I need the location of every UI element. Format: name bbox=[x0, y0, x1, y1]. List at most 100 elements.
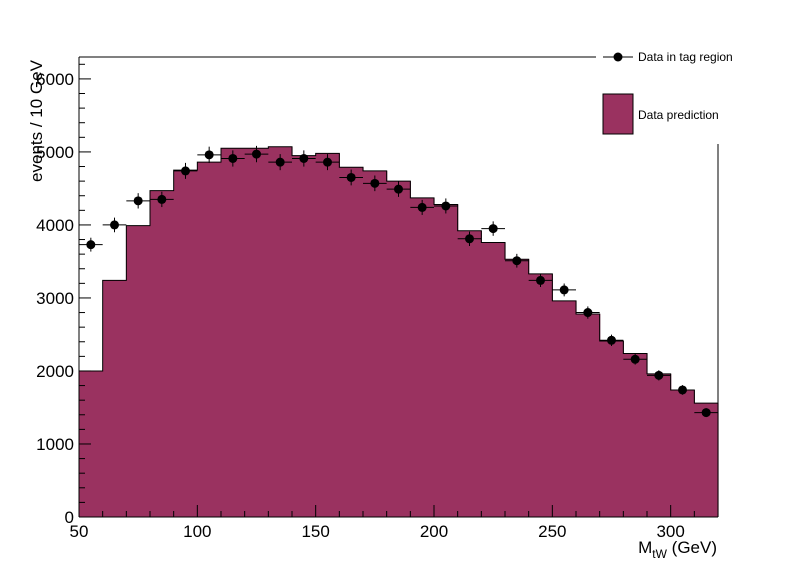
data-point-marker bbox=[157, 194, 167, 204]
data-point-marker bbox=[181, 166, 190, 176]
data-point bbox=[79, 237, 103, 252]
data-point bbox=[315, 154, 340, 171]
histogram-bin bbox=[670, 389, 695, 517]
data-point bbox=[126, 193, 150, 209]
legend-label-data: Data in tag region bbox=[638, 50, 733, 64]
histogram-bin bbox=[410, 197, 435, 517]
data-point bbox=[457, 231, 482, 246]
y-tick-label: 4000 bbox=[36, 216, 74, 235]
histogram-bin bbox=[221, 148, 246, 517]
data-point-marker bbox=[678, 385, 687, 395]
data-point bbox=[599, 334, 624, 346]
histogram-bin bbox=[268, 146, 293, 518]
histogram-bin bbox=[102, 280, 127, 517]
data-point bbox=[434, 198, 458, 214]
data-point bbox=[150, 191, 174, 208]
histogram-bin bbox=[292, 155, 317, 518]
data-point bbox=[528, 273, 553, 287]
data-point bbox=[102, 217, 127, 233]
data-point-marker bbox=[607, 335, 616, 345]
histogram-bin bbox=[552, 300, 577, 517]
histogram-bin bbox=[197, 162, 222, 517]
histogram-bin bbox=[694, 403, 719, 517]
plot-frame bbox=[78, 56, 719, 518]
histogram-bin bbox=[481, 242, 506, 517]
histogram-bin bbox=[623, 353, 648, 517]
y-tick-label: 0 bbox=[65, 508, 74, 527]
histogram-bin bbox=[576, 314, 601, 517]
x-axis-title: MtW (GeV) bbox=[638, 538, 717, 561]
data-point-marker bbox=[299, 153, 309, 163]
histogram-layer bbox=[78, 146, 719, 518]
data-point bbox=[481, 221, 505, 236]
data-point-marker bbox=[204, 150, 214, 160]
y-tick-label: 6000 bbox=[36, 70, 74, 89]
data-point-marker bbox=[630, 354, 640, 364]
histogram-bin bbox=[599, 341, 624, 517]
data-point-marker bbox=[512, 256, 522, 266]
y-tick-label: 5000 bbox=[36, 143, 74, 162]
data-point-marker bbox=[228, 153, 238, 163]
data-point bbox=[221, 150, 245, 167]
data-point bbox=[647, 370, 671, 381]
histogram-bin bbox=[647, 373, 672, 517]
data-point bbox=[173, 162, 198, 179]
histogram-bin bbox=[339, 167, 364, 517]
data-point-marker bbox=[488, 224, 498, 234]
data-point bbox=[292, 150, 316, 167]
data-point bbox=[363, 175, 387, 192]
data-point bbox=[410, 199, 434, 215]
data-point bbox=[197, 146, 221, 164]
data-point-marker bbox=[110, 220, 119, 230]
data-point bbox=[623, 353, 647, 365]
data-point-marker bbox=[133, 196, 143, 206]
data-point bbox=[244, 145, 269, 163]
tick-labels: 0 1000 2000 3000 4000 5000 6000 50 100 150 200 250 3… bbox=[36, 70, 685, 541]
legend-swatch-prediction bbox=[602, 93, 634, 135]
legend-marker-dot bbox=[613, 52, 623, 62]
data-point-marker bbox=[465, 234, 474, 244]
y-axis-title: events / 10 GeV bbox=[27, 59, 46, 182]
histogram-bin bbox=[315, 153, 340, 517]
data-point-marker bbox=[252, 149, 261, 159]
data-point bbox=[694, 408, 718, 418]
histogram-bin bbox=[505, 259, 530, 517]
x-axis-title-subscript: tW bbox=[652, 547, 667, 561]
data-point bbox=[339, 169, 363, 186]
data-point bbox=[505, 253, 529, 268]
y-tick-label: 1000 bbox=[36, 435, 74, 454]
legend-label-prediction: Data prediction bbox=[638, 108, 719, 122]
data-point-marker bbox=[559, 285, 569, 295]
x-axis-title-unit: (GeV) bbox=[667, 538, 717, 557]
x-tick-label: 50 bbox=[70, 522, 89, 541]
legend: Data in tag region Data prediction bbox=[602, 50, 733, 135]
data-point-marker bbox=[86, 240, 96, 250]
x-axis-title-main: M bbox=[638, 538, 652, 557]
histogram-bin bbox=[434, 204, 459, 517]
data-point bbox=[552, 283, 576, 297]
data-points-layer bbox=[79, 145, 718, 418]
histogram-bin bbox=[386, 181, 411, 517]
histogram-bin bbox=[244, 148, 269, 517]
histogram-bin bbox=[528, 273, 553, 517]
data-point bbox=[670, 385, 695, 395]
data-point-marker bbox=[536, 275, 545, 285]
histogram-bin bbox=[126, 225, 151, 517]
histogram-bin bbox=[363, 170, 388, 517]
histogram-outline bbox=[78, 146, 719, 517]
x-tick-label: 100 bbox=[183, 522, 211, 541]
x-tick-label: 250 bbox=[538, 522, 566, 541]
data-point-marker bbox=[394, 184, 403, 194]
data-point-marker bbox=[323, 157, 332, 167]
x-tick-label: 150 bbox=[301, 522, 329, 541]
data-point bbox=[576, 306, 600, 319]
data-point-marker bbox=[417, 202, 427, 212]
y-tick-label: 2000 bbox=[36, 362, 74, 381]
data-point-marker bbox=[583, 308, 593, 318]
data-point-marker bbox=[275, 157, 285, 167]
data-point-marker bbox=[654, 370, 664, 380]
x-tick-label: 200 bbox=[420, 522, 448, 541]
data-point-marker bbox=[441, 201, 451, 211]
y-tick-label: 3000 bbox=[36, 289, 74, 308]
data-point-marker bbox=[701, 408, 711, 418]
